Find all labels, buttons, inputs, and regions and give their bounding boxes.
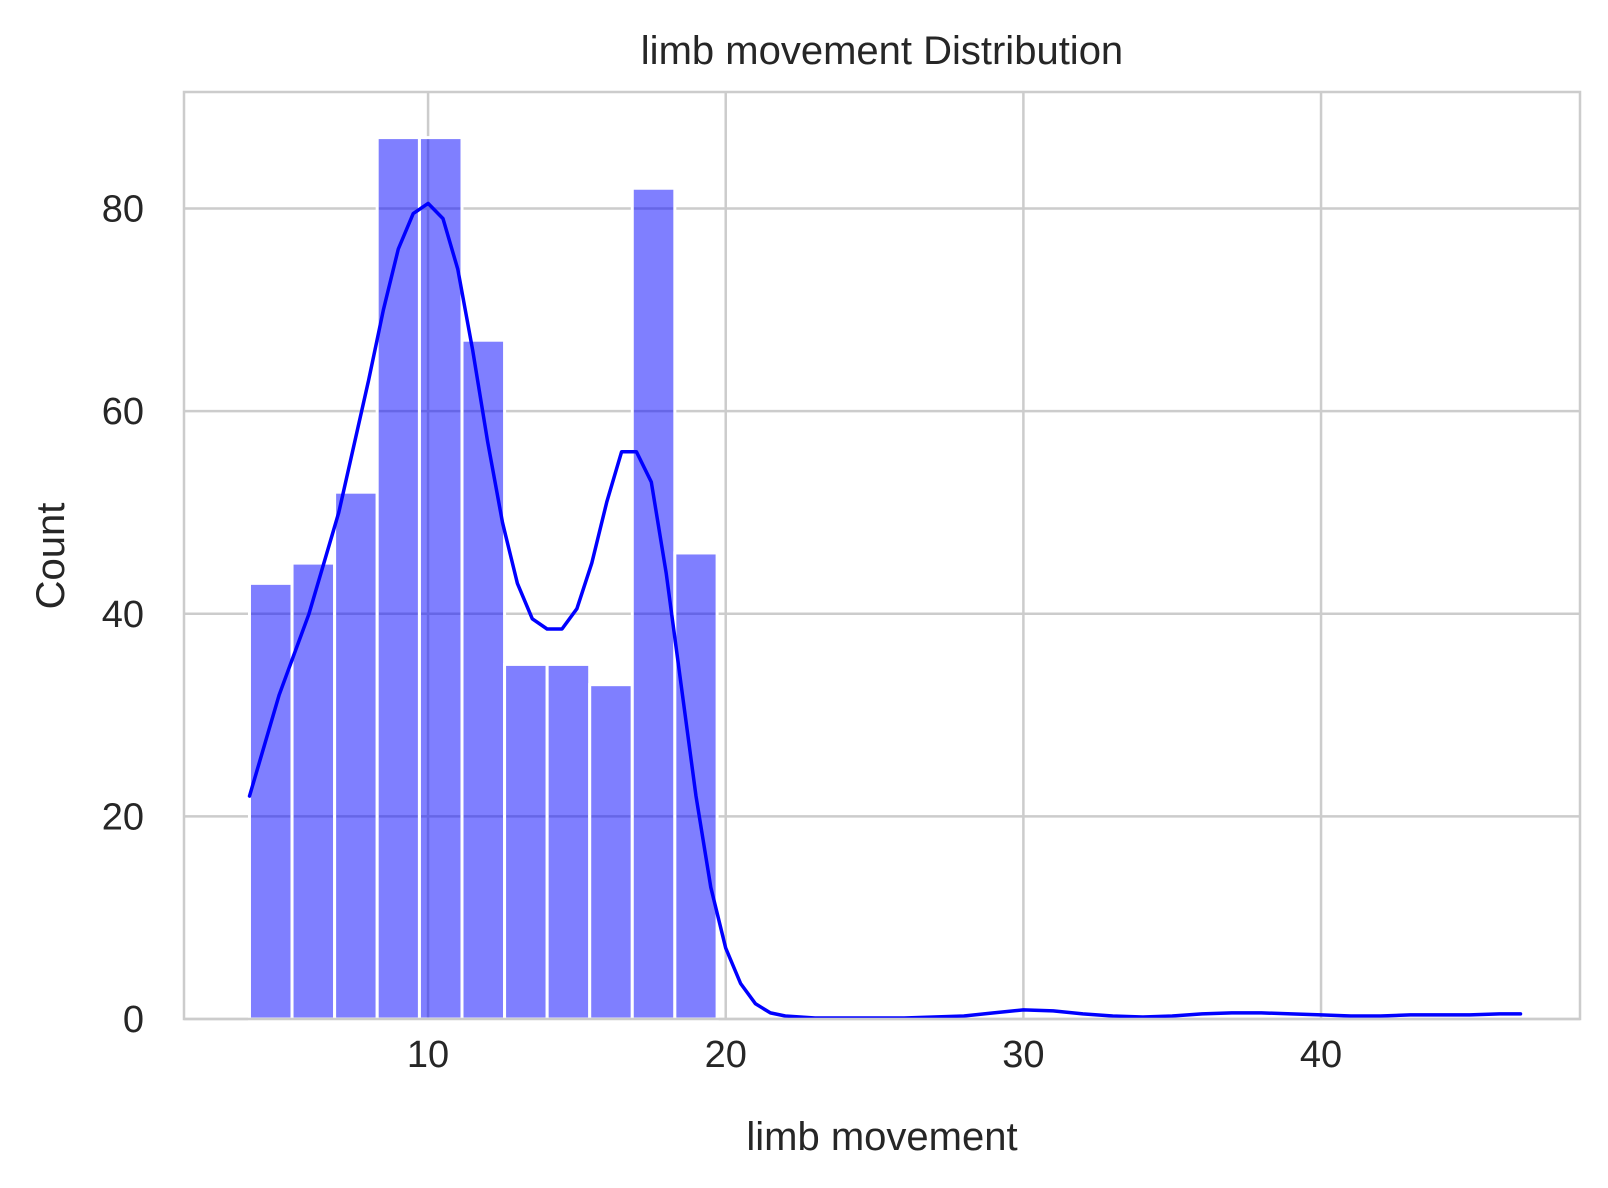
y-tick-label: 40 bbox=[102, 594, 144, 636]
histogram-bar bbox=[333, 490, 379, 1021]
histogram-bar bbox=[290, 561, 337, 1021]
tick-labels: 10 20 30 40 0 20 40 60 80 bbox=[102, 189, 1342, 1076]
histogram-bar bbox=[588, 683, 634, 1021]
y-tick-label: 60 bbox=[102, 391, 144, 433]
x-tick-label: 40 bbox=[1300, 1034, 1342, 1076]
histogram-bar bbox=[503, 662, 549, 1021]
histogram-bar bbox=[460, 338, 507, 1021]
y-tick-label: 20 bbox=[102, 796, 144, 838]
histogram-bar bbox=[375, 136, 421, 1021]
y-tick-label: 0 bbox=[123, 999, 144, 1041]
histogram-bar bbox=[247, 581, 294, 1021]
x-tick-label: 20 bbox=[705, 1034, 747, 1076]
histogram-bar bbox=[545, 662, 592, 1021]
y-axis-label: Count bbox=[29, 503, 73, 610]
plot-frame bbox=[182, 90, 1582, 1021]
x-tick-label: 10 bbox=[407, 1034, 449, 1076]
histogram-bar bbox=[630, 186, 677, 1021]
x-axis-label: limb movement bbox=[746, 1115, 1017, 1159]
y-tick-label: 80 bbox=[102, 189, 144, 231]
histogram-bar bbox=[417, 136, 464, 1021]
chart-title: limb movement Distribution bbox=[641, 29, 1123, 73]
kde-curve bbox=[247, 201, 1523, 1020]
x-tick-label: 30 bbox=[1002, 1034, 1044, 1076]
